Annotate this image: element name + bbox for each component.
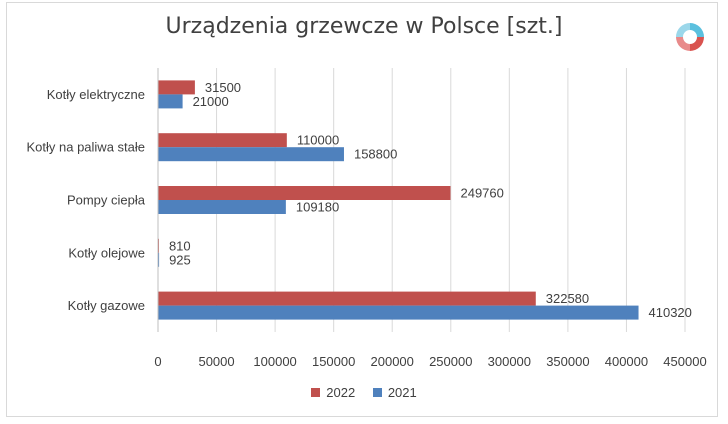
bar-2021 <box>158 147 344 162</box>
x-tick-label: 350000 <box>546 354 589 369</box>
legend-item-2021: 2021 <box>372 385 417 400</box>
chart-title: Urządzenia grzewcze w Polsce [szt.] <box>165 14 563 39</box>
x-tick-label: 400000 <box>605 354 648 369</box>
circular-arrows-logo-icon <box>676 23 704 51</box>
chart-frame <box>6 2 718 417</box>
x-tick-label: 150000 <box>312 354 355 369</box>
data-label-2022: 110000 <box>297 133 339 148</box>
bar-2021 <box>158 252 160 267</box>
category-label: Kotły gazowe <box>68 298 145 313</box>
bar-2022 <box>158 291 536 306</box>
legend: 2022 2021 <box>0 385 728 400</box>
x-tick-label: 0 <box>154 354 161 369</box>
category-label: Pompy ciepła <box>67 193 146 208</box>
x-tick-label: 50000 <box>198 354 234 369</box>
data-label-2022: 810 <box>169 238 191 253</box>
x-tick-label: 250000 <box>429 354 472 369</box>
category-label: Kotły na paliwa stałe <box>26 140 145 155</box>
bar-2021 <box>158 305 639 320</box>
x-tick-label: 100000 <box>253 354 296 369</box>
legend-label-2022: 2022 <box>326 385 356 400</box>
data-label-2022: 31500 <box>205 80 241 95</box>
data-label-2021: 925 <box>169 252 191 267</box>
data-label-2022: 322580 <box>546 291 589 306</box>
category-label: Kotły olejowe <box>68 245 145 260</box>
bar-2021 <box>158 94 183 109</box>
bar-2022 <box>158 133 287 148</box>
data-label-2021: 410320 <box>649 305 692 320</box>
category-label: Kotły elektryczne <box>47 87 145 102</box>
bar-2021 <box>158 200 286 214</box>
data-label-2022: 249760 <box>460 186 503 201</box>
x-tick-label: 200000 <box>371 354 414 369</box>
bar-2022 <box>158 186 451 200</box>
data-label-2021: 21000 <box>193 94 229 109</box>
bar-2022 <box>158 80 195 95</box>
data-label-2021: 109180 <box>296 200 339 215</box>
legend-item-2022: 2022 <box>311 385 355 400</box>
x-tick-label: 450000 <box>663 354 706 369</box>
x-tick-label: 300000 <box>488 354 531 369</box>
legend-swatch-2021 <box>372 388 382 397</box>
data-label-2021: 158800 <box>354 147 397 162</box>
legend-label-2021: 2021 <box>387 385 417 400</box>
legend-swatch-2022 <box>311 388 321 397</box>
